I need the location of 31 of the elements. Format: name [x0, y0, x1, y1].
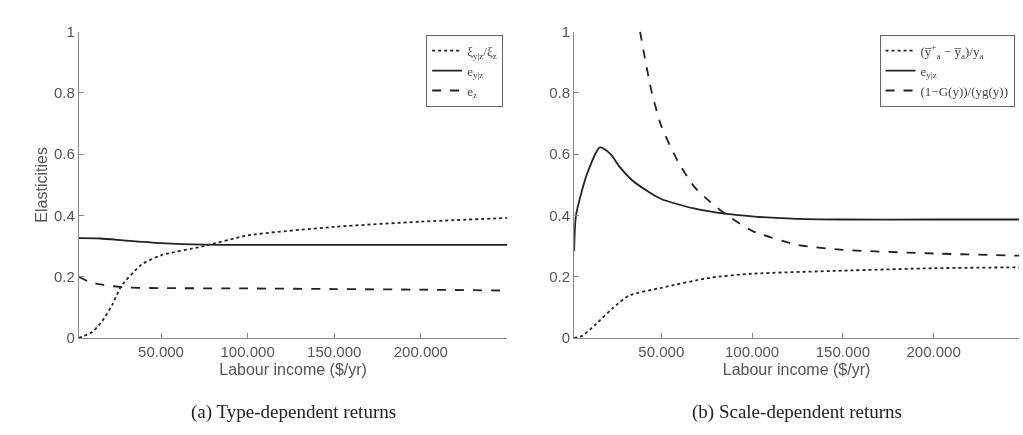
y-tick-label: 0 [561, 329, 571, 347]
y-tick-label: 0.4 [549, 206, 571, 224]
x-tick-label: 150.000 [307, 343, 362, 361]
legend-label: (y̅$^{+}$$_{a}$ − y̅$_{a}$)/y$_{a}$ [920, 42, 984, 61]
x-tick-label: 200.000 [393, 343, 448, 361]
legend-label: ξ$_{y|z}$/ξ$_{z}$ [467, 43, 497, 61]
x-axis-title: Labour income ($/yr) [722, 360, 871, 378]
x-tick-label: 50.000 [138, 343, 184, 361]
text: (a) Type-dependent returns [191, 401, 397, 423]
text: (b) Scale-dependent returns [692, 401, 902, 423]
y-tick-label: 0 [66, 329, 75, 347]
y-tick-label: 0.6 [53, 145, 75, 163]
y-tick-label: 1 [561, 22, 571, 40]
y-tick-label: 0.6 [549, 145, 571, 163]
legend-label: (1−G(y))/(yg(y)) [920, 83, 1008, 99]
x-tick-label: 100.000 [220, 343, 275, 361]
x-tick-label: 200.000 [906, 343, 961, 361]
legend-label: e$_{z}$ [467, 83, 477, 101]
y-tick-label: 0.2 [549, 268, 571, 286]
y-tick-label: 0.8 [53, 84, 75, 102]
y-tick-label: 0.4 [53, 206, 75, 224]
legend-label: e$_{y|z}$ [467, 63, 484, 81]
x-tick-label: 150.000 [815, 343, 870, 361]
y-tick-label: 0.8 [549, 84, 571, 102]
y-axis-title: Elasticities [32, 147, 50, 223]
legend-label: e$_{y|z}$ [920, 63, 937, 81]
x-tick-label: 50.000 [638, 343, 685, 361]
x-tick-label: 100.000 [724, 343, 780, 361]
y-tick-label: 0.2 [53, 268, 75, 286]
x-axis-title: Labour income ($/yr) [219, 360, 367, 378]
y-tick-label: 1 [66, 22, 75, 40]
